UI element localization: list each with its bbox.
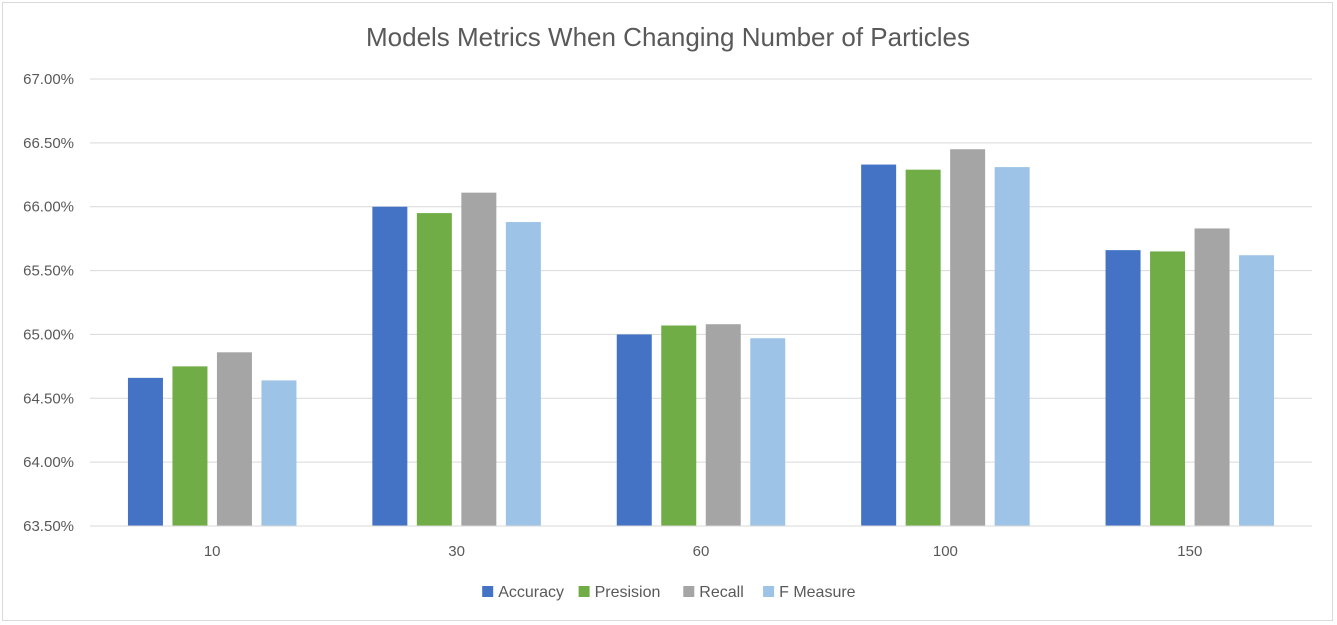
y-axis: 63.50% 64.00% 64.50% 65.00% 65.50% 66.00% 66.5… [23,71,74,535]
bar-recall-150 [1194,228,1230,526]
bar-presision-150 [1150,251,1186,526]
y-tick-label: 66.50% [23,135,74,152]
legend-item-recall: Recall [683,584,744,601]
bar-f-measure-30 [505,222,541,527]
y-tick-label: 67.00% [23,71,74,88]
bar-presision-30 [416,213,452,526]
legend-label: F Measure [779,584,856,601]
bar-accuracy-150 [1105,250,1141,526]
y-tick-label: 66.00% [23,199,74,216]
legend-swatch [578,586,590,597]
bar-f-measure-150 [1239,255,1275,526]
x-tick-label: 150 [1177,543,1202,560]
bar-recall-100 [950,149,986,526]
bar-accuracy-10 [127,377,163,526]
y-tick-label: 65.50% [23,263,74,280]
bar-recall-60 [705,324,741,526]
bar-f-measure-100 [994,167,1030,526]
bar-presision-10 [172,366,208,526]
x-tick-label: 100 [933,543,958,560]
y-tick-label: 65.00% [23,326,74,343]
legend: Accuracy Presision Recall F Measure [482,584,856,601]
legend-item-f-measure: F Measure [763,584,856,601]
x-tick-label: 60 [693,543,710,560]
y-tick-label: 64.50% [23,390,74,407]
x-axis: 10 30 60 100 150 [90,525,1312,560]
chart-title: Models Metrics When Changing Number of P… [366,22,970,52]
bar-f-measure-60 [750,338,786,526]
bar-f-measure-10 [261,380,297,526]
bar-recall-30 [461,192,497,526]
bar-accuracy-30 [372,206,408,526]
x-tick-label: 10 [204,543,221,560]
legend-swatch [683,586,695,597]
legend-label: Recall [699,584,743,601]
bar-presision-100 [905,169,941,527]
bars [127,149,1275,527]
y-tick-label: 64.00% [23,454,74,471]
legend-item-presision: Presision [578,584,661,601]
legend-swatch [482,586,494,597]
bar-accuracy-60 [616,334,652,526]
bar-accuracy-100 [861,164,897,526]
legend-swatch [763,586,775,597]
legend-item-accuracy: Accuracy [482,584,564,601]
x-tick-label: 30 [448,543,465,560]
legend-label: Accuracy [498,584,564,601]
bar-presision-60 [661,325,697,526]
legend-label: Presision [595,584,661,601]
y-tick-label: 63.50% [23,518,74,535]
bar-recall-10 [216,352,252,526]
